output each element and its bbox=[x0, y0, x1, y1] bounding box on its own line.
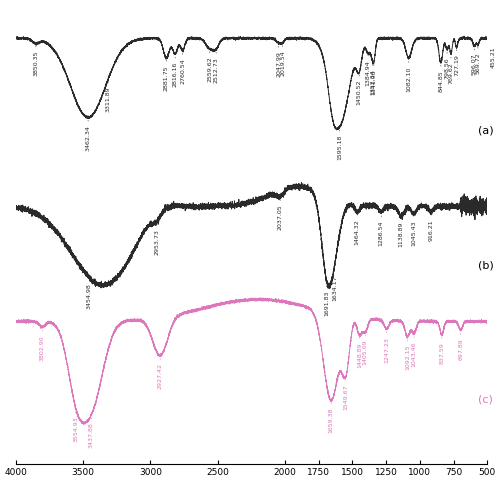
Text: 3462.34: 3462.34 bbox=[86, 125, 90, 151]
Text: 3437.88: 3437.88 bbox=[89, 421, 94, 447]
Text: 1384.94: 1384.94 bbox=[366, 60, 370, 85]
Text: 2559.62: 2559.62 bbox=[208, 57, 212, 82]
Text: 1448.89: 1448.89 bbox=[357, 341, 362, 367]
Text: 1247.23: 1247.23 bbox=[384, 336, 389, 362]
Text: (c): (c) bbox=[478, 394, 492, 403]
Text: (b): (b) bbox=[478, 260, 494, 270]
Text: 1405.09: 1405.09 bbox=[363, 339, 368, 364]
Text: 1691.83: 1691.83 bbox=[324, 290, 329, 315]
Text: 2927.42: 2927.42 bbox=[158, 362, 162, 389]
Text: (a): (a) bbox=[478, 125, 494, 135]
Text: 844.85: 844.85 bbox=[438, 70, 444, 92]
Text: 3311.89: 3311.89 bbox=[106, 86, 111, 111]
Text: 697.89: 697.89 bbox=[458, 337, 463, 359]
Text: 3454.98: 3454.98 bbox=[86, 283, 92, 308]
Text: 1352.34: 1352.34 bbox=[370, 69, 375, 95]
Text: 2881.75: 2881.75 bbox=[164, 65, 169, 90]
Text: 727.19: 727.19 bbox=[454, 54, 459, 76]
Text: 1549.67: 1549.67 bbox=[344, 384, 348, 409]
Text: 837.59: 837.59 bbox=[440, 341, 444, 363]
Text: 1286.54: 1286.54 bbox=[379, 220, 384, 246]
Text: 1659.38: 1659.38 bbox=[328, 407, 334, 432]
Text: 2816.16: 2816.16 bbox=[172, 62, 178, 87]
Text: 1082.10: 1082.10 bbox=[406, 66, 412, 91]
Text: 1464.32: 1464.32 bbox=[355, 218, 360, 244]
Text: 2037.05: 2037.05 bbox=[278, 204, 282, 229]
Text: 2760.54: 2760.54 bbox=[180, 58, 185, 84]
Text: 596.07: 596.07 bbox=[472, 54, 477, 75]
Text: 2953.73: 2953.73 bbox=[154, 228, 159, 254]
Text: 769.62: 769.62 bbox=[448, 62, 454, 84]
Text: 1043.46: 1043.46 bbox=[412, 341, 416, 367]
Text: 916.21: 916.21 bbox=[428, 218, 434, 240]
Text: 1045.43: 1045.43 bbox=[412, 220, 416, 245]
Text: 3802.90: 3802.90 bbox=[40, 334, 45, 360]
Text: 3850.35: 3850.35 bbox=[34, 50, 38, 76]
Text: 1341.90: 1341.90 bbox=[372, 69, 376, 95]
Text: 2019.54: 2019.54 bbox=[280, 50, 285, 76]
Text: 1138.89: 1138.89 bbox=[398, 221, 404, 247]
Text: 1595.18: 1595.18 bbox=[337, 135, 342, 160]
Text: 569.72: 569.72 bbox=[476, 52, 480, 73]
Text: 1450.52: 1450.52 bbox=[356, 80, 362, 105]
Text: 1092.15: 1092.15 bbox=[405, 344, 410, 370]
Text: 3554.93: 3554.93 bbox=[73, 416, 78, 442]
Text: 1634.17: 1634.17 bbox=[332, 275, 337, 300]
Text: 798.56: 798.56 bbox=[444, 57, 450, 78]
Text: 2512.73: 2512.73 bbox=[214, 57, 218, 83]
Text: 455.21: 455.21 bbox=[491, 46, 496, 68]
Text: 2047.99: 2047.99 bbox=[276, 51, 281, 77]
